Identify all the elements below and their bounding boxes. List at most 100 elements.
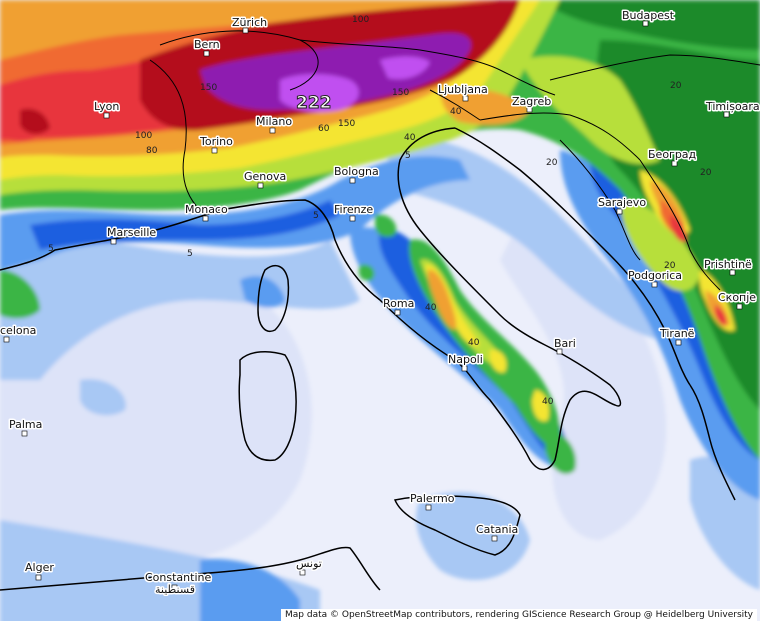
contour-label: 80 [146,146,158,156]
svg-text:Roma: Roma [383,297,414,310]
city-label: Monaco [185,203,228,216]
contour-label: 150 [338,119,355,129]
city-label: Marseille [107,226,156,239]
svg-text:Prishtinë: Prishtinë [704,258,752,271]
border-austria [299,39,556,96]
dark-green-pannonia [540,0,760,50]
svg-text:Firenze: Firenze [334,203,373,216]
yellow-green-croatia [520,56,660,164]
coastline-italy [134,127,622,471]
city-label: Torino [199,135,233,148]
contour-label: 20 [664,261,676,271]
contour-label: 20 [546,158,558,168]
contour-label: 5 [187,249,193,259]
blue-balkans [560,150,760,500]
contour-label: 40 [468,338,480,348]
city-label: Београд [648,148,697,161]
city-label: Genova [244,170,286,183]
red-balkan-spot [670,215,687,243]
coastline-adriatic [454,127,691,386]
contour-label: 40 [404,133,416,143]
coastline-sicily [393,495,521,556]
svg-text:Alger: Alger [25,561,54,574]
contour-label: 5 [48,244,54,254]
svg-text:Genova: Genova [244,170,286,183]
svg-text:Lyon: Lyon [94,100,119,113]
city-label: Firenze [334,203,373,216]
city-label: Milano [256,115,292,128]
attribution-text: Map data © OpenStreetMap contributors, r… [281,609,757,621]
yellow-campania [489,349,507,373]
contour-label: 20 [700,168,712,178]
contour-label: 150 [200,83,217,93]
svg-text:Bern: Bern [194,38,220,51]
coastline-corsica [257,264,290,332]
svg-text:Podgorica: Podgorica [628,269,682,282]
border-bosnia [559,139,641,261]
city-label: Alger [25,561,54,574]
city-label: Catania [476,523,518,536]
border-slovenia [429,89,481,121]
svg-text:Београд: Београд [648,148,697,161]
light-blue-sicily [416,492,530,580]
svg-text:Zürich: Zürich [232,16,267,29]
svg-text:Constantine: Constantine [145,571,211,584]
red-albania [714,305,727,326]
dark-red-lyon [20,108,50,135]
city-label: Sarajevo [598,196,646,209]
svg-text:Palermo: Palermo [410,492,455,505]
border-switzerland [159,30,319,91]
city-label: celona [0,324,36,337]
light-blue-west [0,235,360,380]
svg-text:Marseille: Marseille [107,226,156,239]
blue-sardinia [240,276,285,308]
svg-text:Tiranë: Tiranë [659,327,695,340]
svg-text:Budapest: Budapest [622,9,675,22]
green-tuscany-b [358,264,375,281]
contour-label: 5 [313,211,319,221]
city-label: Bologna [334,165,379,178]
city-label: Timișoara [705,100,760,113]
purple-alps [200,33,471,110]
contour-label: 100 [135,131,152,141]
coastline-sardinia [238,350,297,462]
contour-label: 100 [352,15,369,25]
max-value-label: 222 [296,93,332,113]
svg-text:Timișoara: Timișoara [705,100,760,113]
border-croatia [479,112,641,161]
city-label: Bern [194,38,220,51]
city-label: Ljubljana [438,83,488,96]
city-label: Napoli [448,353,483,366]
city-label: Bari [554,337,576,350]
sea-pale-patch-east [500,220,667,540]
svg-text:Monaco: Monaco [185,203,228,216]
blue-north-coast [0,156,470,270]
city-label: Roma [383,297,414,310]
svg-text:celona: celona [0,324,36,337]
light-blue-islands [80,379,126,416]
svg-text:Torino: Torino [199,135,233,148]
border-hungary [549,54,760,81]
